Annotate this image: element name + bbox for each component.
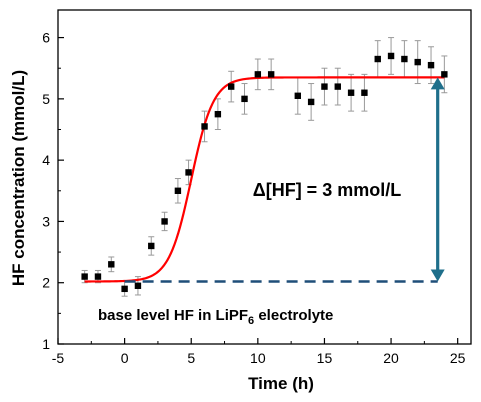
data-point [361,89,368,96]
baseline-label: base level HF in LiPF6 electrolyte [98,307,333,327]
x-tick-label: -5 [52,350,65,366]
x-tick-label: 25 [450,350,466,366]
delta-arrow-head-down [430,269,445,282]
x-tick-label: 5 [187,350,195,366]
data-point [174,187,182,194]
y-tick-label: 5 [42,91,50,107]
data-point [414,58,421,66]
data-point [94,273,102,280]
y-tick-label: 3 [42,213,50,229]
y-tick-label: 1 [42,336,50,352]
x-tick-label: 0 [121,350,129,366]
y-axis-ticks: 1 2 3 4 5 6 [42,30,64,352]
data-point [185,169,192,176]
data-point [148,242,155,250]
baseline-label-subscript: 6 [248,315,254,327]
baseline-label-end: electrolyte [254,307,333,324]
plot-frame [57,9,472,345]
data-point [108,261,115,268]
data-series [81,37,448,297]
overlays [124,77,445,283]
data-point [401,55,408,63]
delta-label: Δ[HF] = 3 mmol/L [253,180,401,200]
data-point [307,98,315,106]
x-tick-label: 15 [317,350,333,366]
x-axis-title: Time (h) [248,374,314,393]
data-point [254,71,262,78]
data-point [81,273,88,280]
y-tick-label: 4 [42,152,50,168]
x-tick-label: 10 [250,350,266,366]
data-point [201,123,208,130]
data-point [441,71,448,78]
y-axis-title: HF concentration (mmol/L) [9,70,28,286]
data-point [374,55,381,63]
fit-curve [84,76,445,283]
axes [57,9,472,345]
y-tick-label: 6 [42,30,50,46]
data-point [227,83,235,90]
data-point [134,282,142,289]
data-point [241,95,248,103]
data-point [387,52,395,60]
data-point [267,71,275,78]
y-tick-label: 2 [42,275,50,291]
data-point [214,110,222,118]
data-point [334,83,341,90]
data-point [427,61,435,69]
data-point [321,83,328,90]
data-point [161,218,168,225]
x-tick-label: 20 [383,350,399,366]
data-point [294,92,302,99]
baseline-label-main: base level HF in LiPF [98,307,248,324]
data-point [121,285,128,293]
data-point [347,89,355,96]
delta-arrow-head-up [430,77,445,90]
x-axis-ticks: -5 0 5 10 15 20 25 [52,338,466,366]
